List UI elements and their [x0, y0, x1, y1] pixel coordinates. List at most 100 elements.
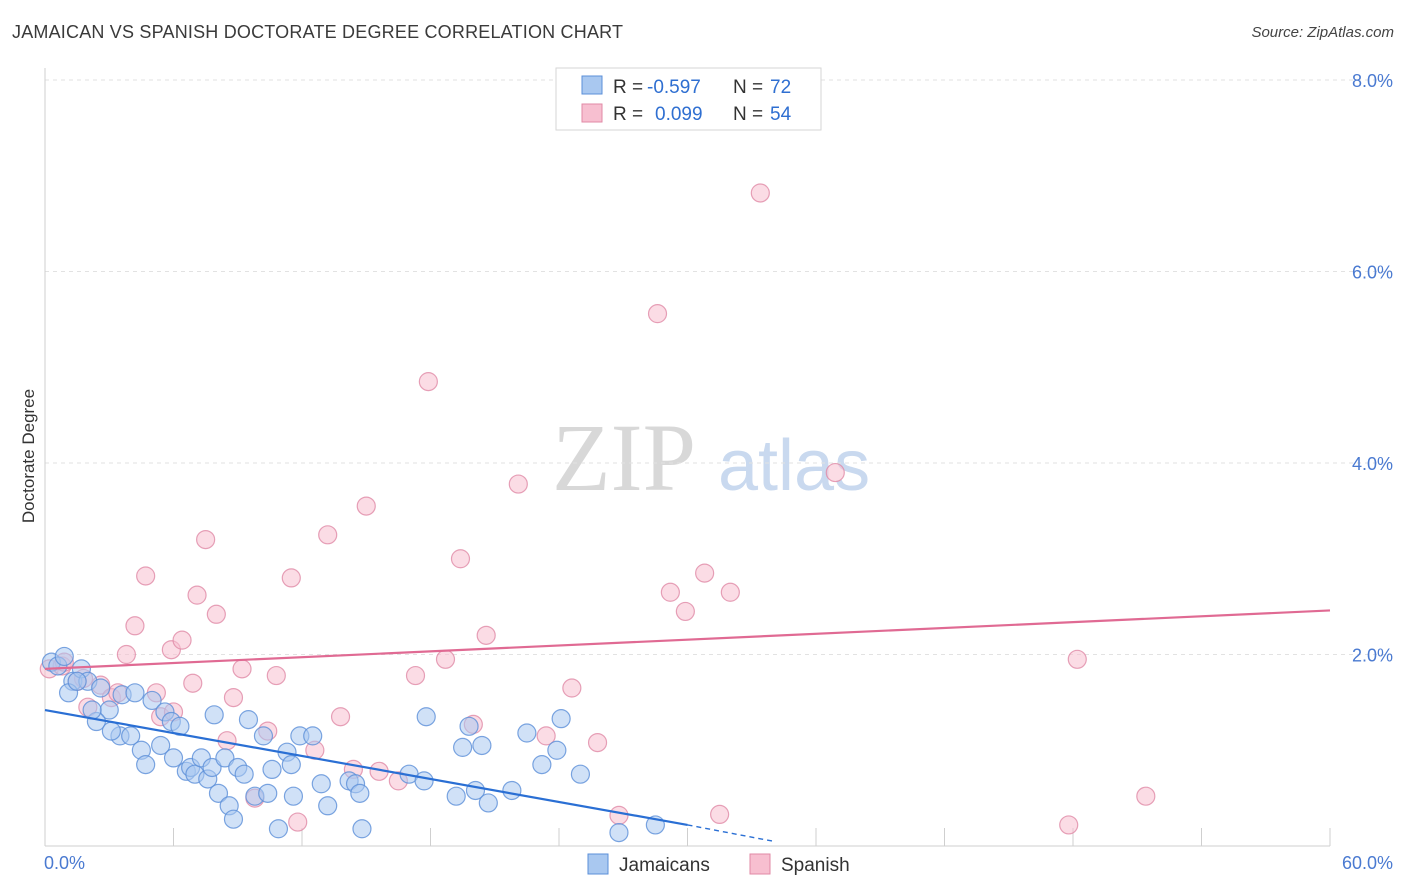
spanish-point	[116, 644, 136, 665]
jamaican-point	[502, 780, 522, 801]
spanish-point	[418, 372, 438, 392]
y-axis-label: Doctorate Degree	[19, 389, 38, 523]
spanish-point	[125, 616, 145, 636]
jamaican-point	[414, 771, 434, 791]
jamaican-points	[41, 646, 665, 843]
legend-r-value-jamaicans: -0.597	[647, 77, 701, 98]
legend-swatch-spanish	[581, 103, 603, 123]
bottom-legend-jamaicans: Jamaicans	[619, 855, 710, 876]
jamaican-point	[163, 748, 184, 768]
spanish-point	[196, 529, 216, 550]
legend-r-label-jamaicans: R =	[613, 77, 643, 98]
series-legend: Jamaicans Spanish	[587, 853, 850, 876]
jamaican-point	[136, 755, 156, 775]
spanish-point	[660, 582, 680, 602]
jamaican-point	[268, 819, 289, 839]
spanish-point	[587, 732, 608, 753]
trend-line-extension-jamaicans	[687, 824, 774, 842]
spanish-point	[288, 812, 308, 832]
spanish-point	[508, 474, 528, 494]
spanish-point	[450, 549, 471, 569]
spanish-point	[720, 582, 740, 602]
jamaican-point	[170, 716, 190, 736]
jamaican-point	[262, 759, 282, 780]
jamaican-point	[517, 723, 537, 743]
jamaican-point	[318, 796, 338, 816]
jamaican-point	[446, 786, 466, 806]
jamaican-point	[223, 809, 244, 829]
jamaican-point	[238, 710, 259, 730]
jamaican-point	[234, 764, 254, 784]
jamaican-point	[350, 783, 370, 803]
jamaican-point	[547, 740, 567, 760]
bottom-legend-swatch-jamaicans	[587, 853, 609, 875]
spanish-point	[750, 183, 770, 203]
y-tick-label: 4.0%	[1352, 454, 1393, 474]
spanish-point	[536, 726, 556, 746]
legend-swatch-jamaicans	[581, 75, 603, 95]
spanish-point	[1067, 649, 1087, 669]
legend-r-value-spanish: 0.099	[655, 104, 703, 125]
trend-line-jamaicans	[44, 708, 688, 827]
trend-line-spanish	[44, 609, 1331, 670]
legend-n-value-jamaicans: 72	[770, 77, 791, 98]
correlation-legend: R = -0.597 N = 72 R = 0.099 N = 54	[555, 67, 822, 131]
spanish-point	[435, 649, 456, 669]
chart-title: JAMAICAN VS SPANISH DOCTORATE DEGREE COR…	[12, 22, 624, 42]
jamaican-point	[352, 819, 372, 839]
spanish-point	[330, 707, 351, 727]
spanish-point	[476, 625, 496, 645]
jamaican-point	[202, 757, 222, 778]
jamaican-point	[215, 748, 235, 768]
watermark-atlas: atlas	[718, 426, 870, 506]
y-tick-label: 6.0%	[1352, 263, 1393, 283]
legend-n-label-jamaicans: N =	[733, 77, 763, 98]
jamaican-point	[142, 690, 162, 711]
spanish-point	[223, 687, 244, 708]
jamaican-point	[151, 735, 171, 756]
spanish-point	[710, 804, 730, 825]
spanish-point	[172, 630, 192, 650]
x-tick-label-min: 0.0%	[44, 853, 85, 873]
spanish-point	[281, 568, 301, 588]
y-tick-label: 8.0%	[1352, 71, 1393, 91]
jamaican-point	[258, 783, 278, 803]
jamaican-point	[303, 726, 323, 746]
jamaican-point	[472, 735, 492, 756]
y-tick-label: 2.0%	[1352, 646, 1393, 666]
spanish-point	[356, 496, 376, 516]
watermark: ZIP atlas	[552, 404, 870, 511]
spanish-point	[405, 665, 426, 686]
legend-r-label-spanish: R =	[613, 104, 643, 125]
jamaican-point	[609, 822, 629, 843]
bottom-legend-spanish: Spanish	[781, 855, 850, 876]
bottom-legend-swatch-spanish	[749, 853, 771, 875]
jamaican-point	[101, 721, 121, 741]
spanish-point	[825, 462, 845, 483]
jamaican-point	[459, 716, 479, 736]
watermark-zip: ZIP	[552, 404, 696, 511]
spanish-point	[647, 304, 668, 324]
jamaican-point	[453, 737, 473, 757]
spanish-point	[318, 525, 338, 545]
spanish-point	[695, 563, 715, 583]
jamaican-point	[281, 755, 301, 775]
spanish-point	[675, 601, 695, 622]
spanish-point	[136, 566, 156, 586]
spanish-point	[1059, 815, 1079, 835]
jamaican-point	[125, 683, 145, 703]
jamaican-point	[208, 783, 229, 803]
jamaican-point	[478, 793, 498, 813]
jamaican-point	[121, 726, 141, 746]
jamaican-point	[551, 709, 571, 729]
jamaican-point	[67, 671, 87, 691]
spanish-point	[1136, 786, 1156, 806]
spanish-point	[183, 673, 203, 693]
x-tick-label-max: 60.0%	[1342, 853, 1393, 873]
jamaican-point	[570, 764, 591, 784]
jamaican-point	[54, 646, 74, 667]
legend-n-value-spanish: 54	[770, 104, 792, 125]
spanish-point	[187, 585, 207, 605]
spanish-point	[562, 678, 582, 698]
